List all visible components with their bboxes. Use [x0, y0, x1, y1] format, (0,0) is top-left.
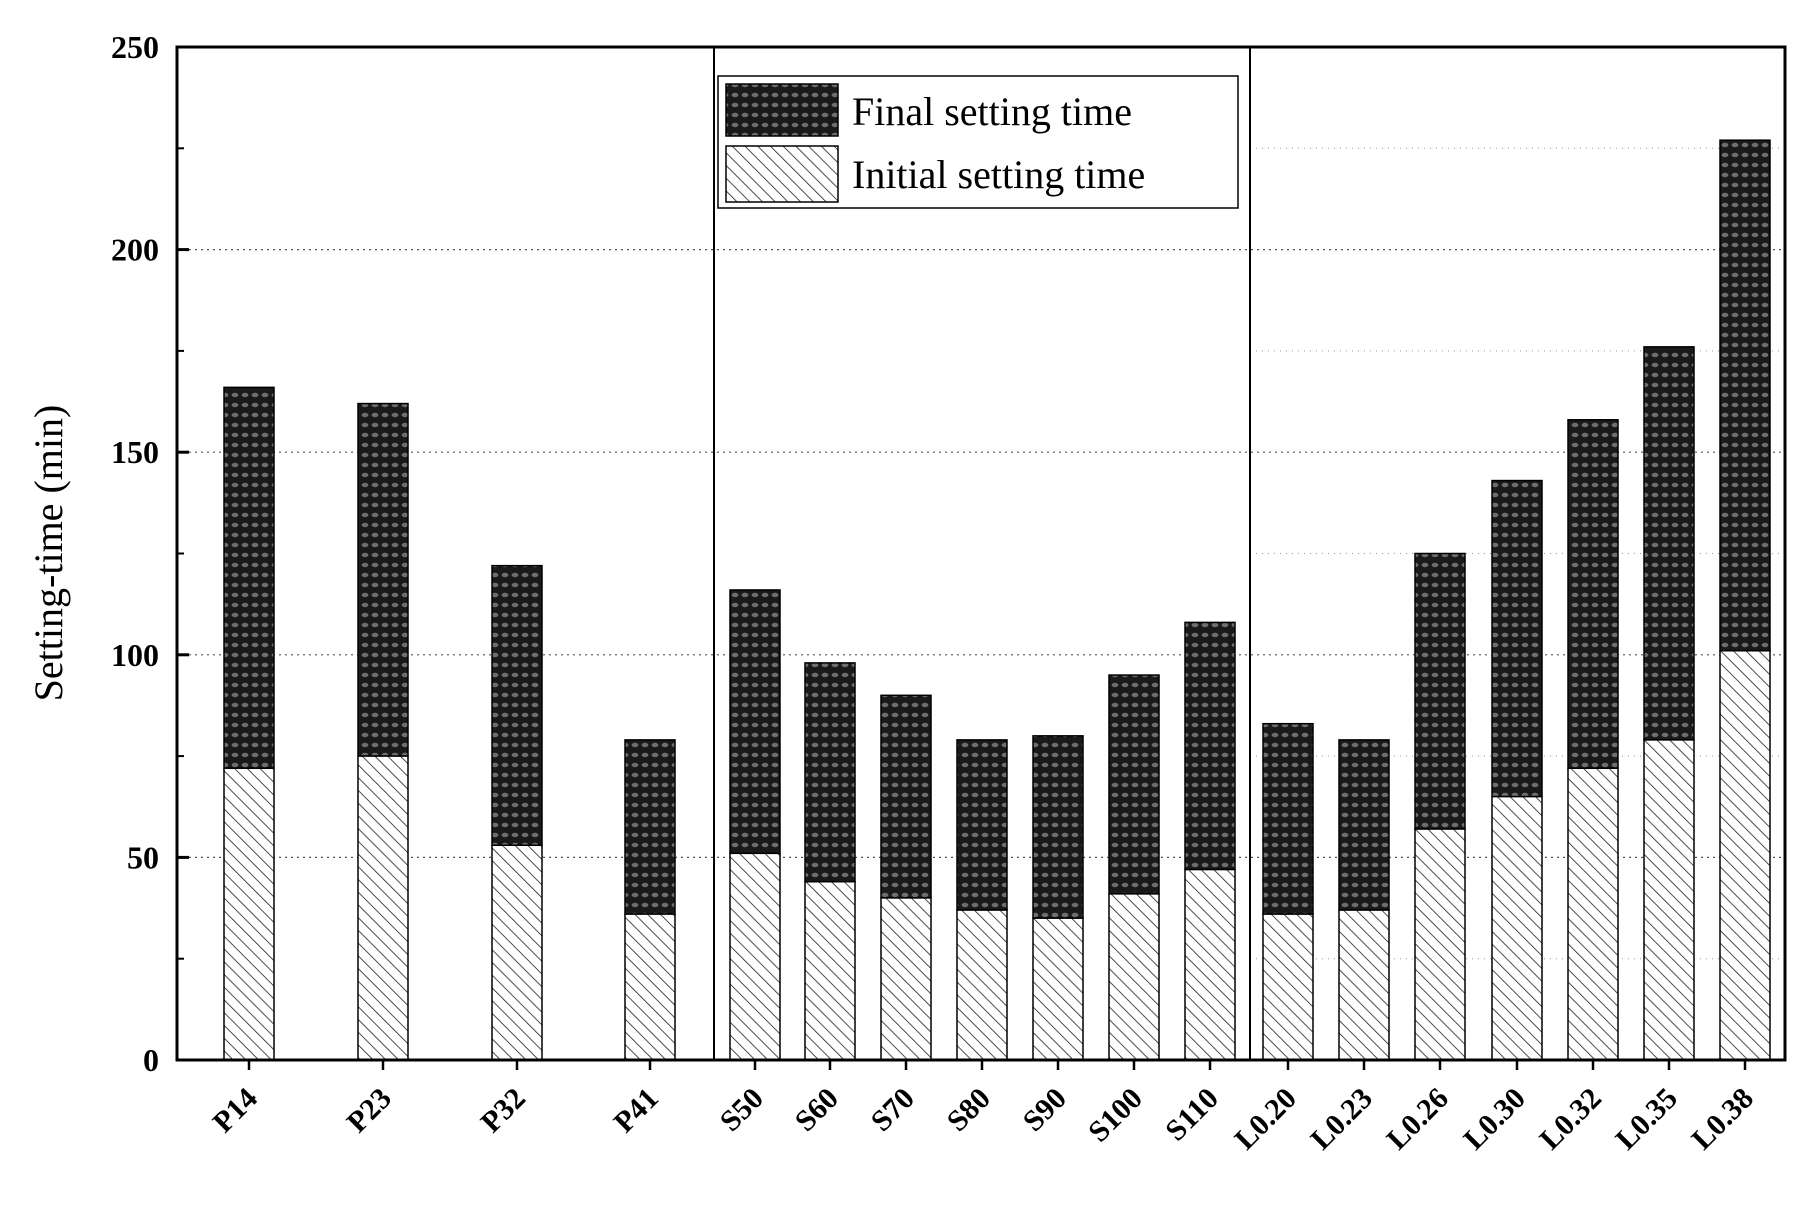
- x-tick-label-S70: S70: [865, 1082, 921, 1138]
- x-tick-label-P41: P41: [607, 1082, 665, 1140]
- bar-initial-S100: [1108, 893, 1160, 1061]
- x-tick-label-P32: P32: [474, 1082, 532, 1140]
- bar-initial-P32: [491, 844, 543, 1061]
- bar-final-S70: [880, 694, 932, 899]
- x-tick-label-L0.20: L0.20: [1228, 1082, 1303, 1157]
- x-tick-label-S80: S80: [941, 1082, 997, 1138]
- x-tick-label-S90: S90: [1017, 1082, 1073, 1138]
- x-tick-label-L0.38: L0.38: [1685, 1082, 1760, 1157]
- x-tick-label-S60: S60: [789, 1082, 845, 1138]
- x-tick-label-L0.35: L0.35: [1609, 1082, 1684, 1157]
- bar-initial-L0.30: [1491, 795, 1543, 1061]
- y-tick-label-3: 150: [111, 434, 159, 470]
- bar-initial-L0.35: [1643, 739, 1695, 1061]
- x-tick-label-L0.26: L0.26: [1380, 1082, 1455, 1157]
- x-tick-label-S110: S110: [1159, 1082, 1225, 1148]
- bar-initial-S110: [1184, 868, 1236, 1061]
- bar-final-P32: [491, 564, 543, 846]
- bar-final-L0.23: [1338, 739, 1390, 911]
- y-tick-label-2: 100: [111, 637, 159, 673]
- bar-initial-L0.38: [1719, 649, 1771, 1061]
- bar-final-P14: [223, 386, 275, 770]
- bars: [223, 139, 1771, 1061]
- legend-label-final: Final setting time: [852, 89, 1132, 134]
- bar-final-S100: [1108, 674, 1160, 895]
- bar-initial-S70: [880, 897, 932, 1061]
- y-tick-label-4: 200: [111, 232, 159, 268]
- bar-initial-L0.23: [1338, 909, 1390, 1061]
- bar-initial-S80: [956, 909, 1008, 1061]
- bar-initial-S90: [1032, 917, 1084, 1061]
- bar-final-P41: [624, 739, 676, 915]
- x-tick-label-P23: P23: [340, 1082, 398, 1140]
- bar-final-S50: [729, 589, 781, 855]
- y-axis-label: Setting-time (min): [26, 405, 71, 702]
- bar-initial-P14: [223, 767, 275, 1061]
- legend-swatch-final: [725, 83, 839, 137]
- x-tick-label-P14: P14: [206, 1082, 264, 1140]
- legend-swatch-initial: [725, 145, 839, 203]
- bar-final-P23: [357, 402, 409, 757]
- bar-initial-P41: [624, 913, 676, 1061]
- bar-initial-S60: [804, 880, 856, 1061]
- y-tick-label-5: 250: [111, 29, 159, 65]
- bar-final-S60: [804, 662, 856, 883]
- x-tick-label-S100: S100: [1082, 1082, 1149, 1149]
- bar-initial-L0.32: [1567, 767, 1619, 1061]
- bar-final-L0.20: [1262, 722, 1314, 915]
- x-tick-label-L0.32: L0.32: [1533, 1082, 1608, 1157]
- y-axis: 0 50 100 150 200 250: [111, 29, 189, 1078]
- legend: Final setting time Initial setting time: [717, 75, 1239, 209]
- bar-final-L0.26: [1414, 552, 1466, 830]
- y-tick-label-0: 0: [143, 1042, 159, 1078]
- bar-final-S90: [1032, 735, 1084, 919]
- bar-final-S80: [956, 739, 1008, 911]
- bar-final-L0.32: [1567, 419, 1619, 770]
- bar-final-L0.30: [1491, 479, 1543, 798]
- group-dividers: [713, 47, 1251, 1060]
- x-tick-label-S50: S50: [714, 1082, 770, 1138]
- y-tick-label-1: 50: [127, 839, 159, 875]
- x-tick-label-L0.23: L0.23: [1304, 1082, 1379, 1157]
- bar-initial-P23: [357, 755, 409, 1061]
- bar-final-S110: [1184, 621, 1236, 871]
- bar-final-L0.35: [1643, 346, 1695, 741]
- bar-initial-L0.20: [1262, 913, 1314, 1061]
- bar-final-L0.38: [1719, 139, 1771, 652]
- x-axis: P14 P23 P32 P41 S50 S60 S70 S80 S90 S100 S110 L0.20…: [206, 1060, 1760, 1156]
- bar-initial-L0.26: [1414, 828, 1466, 1061]
- bar-initial-S50: [729, 852, 781, 1061]
- x-tick-label-L0.30: L0.30: [1457, 1082, 1532, 1157]
- legend-label-initial: Initial setting time: [852, 152, 1145, 197]
